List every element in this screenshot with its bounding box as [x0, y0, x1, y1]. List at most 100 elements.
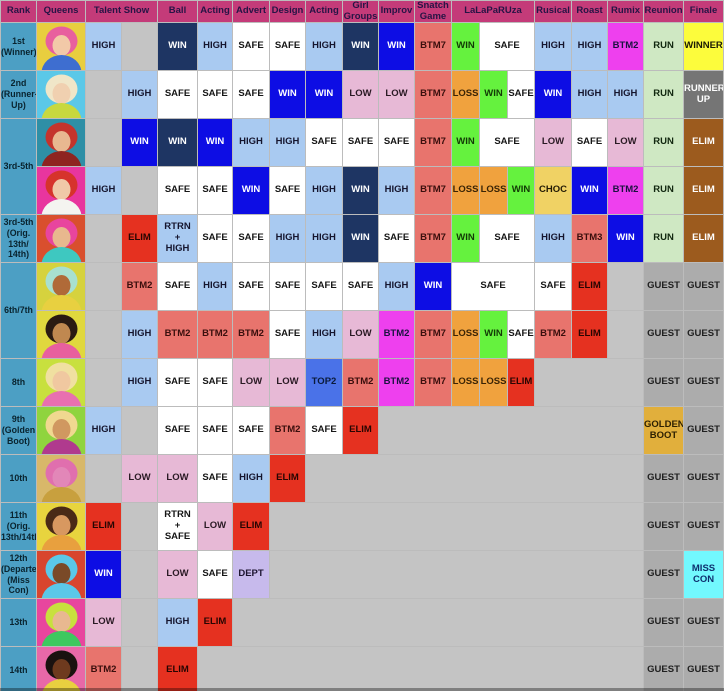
result-cell: GUEST [683, 454, 724, 503]
result-cell: SAFE [534, 262, 573, 311]
result-cell: WIN [479, 70, 508, 119]
empty-cell [85, 262, 122, 311]
result-cell: DEPT [232, 550, 270, 599]
result-cell: SAFE [197, 70, 233, 119]
queen-avatar-icon [37, 551, 85, 598]
result-cell: SAFE [378, 118, 415, 167]
result-cell: BTM2 [121, 262, 158, 311]
result-cell: SAFE [157, 406, 198, 455]
result-cell: HIGH [269, 118, 306, 167]
result-cell: BTM7 [414, 358, 452, 407]
result-cell: HIGH [85, 166, 122, 215]
result-cell: BTM2 [85, 646, 122, 691]
result-cell: SAFE [157, 70, 198, 119]
result-cell: GUEST [643, 358, 685, 407]
result-cell: ELIM [342, 406, 379, 455]
result-cell: SAFE [157, 262, 198, 311]
result-cell: RTRN + SAFE [157, 502, 198, 551]
result-cell: BTM2 [157, 310, 198, 359]
empty-cell [607, 310, 645, 359]
result-cell: WIN [342, 22, 379, 71]
result-cell: HIGH [157, 598, 198, 647]
result-cell: LOW [157, 550, 198, 599]
queen-photo [36, 358, 86, 407]
result-cell: BTM2 [607, 22, 645, 71]
result-cell: HIGH [534, 22, 573, 71]
column-header: Finale [683, 0, 724, 23]
result-cell: SAFE [506, 70, 536, 119]
rank-cell: 3rd-5th [0, 118, 37, 215]
column-header: Snatch Game [414, 0, 452, 23]
result-cell: SAFE [157, 358, 198, 407]
result-cell: HIGH [232, 118, 270, 167]
empty-cell [304, 454, 645, 503]
queen-photo [36, 22, 86, 71]
result-cell: HIGH [232, 454, 270, 503]
result-cell: BTM7 [414, 310, 452, 359]
result-cell: RUN [643, 70, 685, 119]
queen-avatar-icon [37, 215, 85, 262]
queen-photo [36, 406, 86, 455]
result-cell: SAFE [269, 310, 306, 359]
empty-cell [85, 310, 122, 359]
column-header: Queens [36, 0, 86, 23]
result-cell: HIGH [378, 166, 415, 215]
result-cell: HIGH [305, 22, 343, 71]
result-cell: GUEST [643, 550, 685, 599]
queen-photo [36, 646, 86, 691]
result-cell: HIGH [197, 262, 233, 311]
rank-cell: 8th [0, 358, 37, 407]
result-cell: RUN [643, 166, 685, 215]
result-cell: RUN [643, 22, 685, 71]
result-cell: ELIM [157, 646, 198, 691]
result-cell: GUEST [683, 502, 724, 551]
result-cell: BTM7 [414, 166, 452, 215]
result-cell: WIN [342, 166, 379, 215]
result-cell: RUN [643, 118, 685, 167]
rank-cell: 12th (Departed) (Miss Con) [0, 550, 37, 599]
result-cell: BTM7 [414, 70, 452, 119]
column-header: LaLaPaRUza [450, 0, 536, 23]
result-cell: GUEST [683, 406, 724, 455]
result-cell: HIGH [305, 310, 343, 359]
result-cell: WIN [121, 118, 158, 167]
column-header: Reunion [643, 0, 685, 23]
queen-avatar-icon [37, 359, 85, 406]
result-cell: ELIM [683, 166, 724, 215]
queen-photo [36, 502, 86, 551]
result-cell: LOW [342, 310, 379, 359]
queen-photo [36, 550, 86, 599]
result-cell: HIGH [197, 22, 233, 71]
result-cell: LOW [607, 118, 645, 167]
result-cell: HIGH [378, 262, 415, 311]
result-cell: WIN [85, 550, 122, 599]
result-cell: SAFE [232, 406, 270, 455]
empty-cell [121, 550, 158, 599]
result-cell: LOSS [479, 358, 508, 407]
result-cell: LOW [342, 70, 379, 119]
result-cell: LOW [197, 502, 233, 551]
rank-cell: 14th [0, 646, 37, 691]
result-cell: ELIM [571, 262, 609, 311]
result-cell: GUEST [643, 454, 685, 503]
result-cell: HIGH [121, 358, 158, 407]
queen-photo [36, 454, 86, 503]
result-cell: LOSS [451, 310, 480, 359]
result-cell: ELIM [683, 118, 724, 167]
column-header: Girl Groups [342, 0, 379, 23]
queen-avatar-icon [37, 311, 85, 358]
result-cell: GOLDEN BOOT [643, 406, 685, 455]
result-cell: WIN [232, 166, 270, 215]
result-cell: SAFE [342, 262, 379, 311]
result-cell: ELIM [232, 502, 270, 551]
empty-cell [268, 550, 645, 599]
result-cell: WIN [342, 214, 379, 263]
queen-avatar-icon [37, 23, 85, 70]
result-cell: GUEST [643, 262, 685, 311]
result-cell: WIN [451, 22, 480, 71]
queen-avatar-icon [37, 407, 85, 454]
result-cell: WIN [305, 70, 343, 119]
result-cell: SAFE [157, 166, 198, 215]
result-cell: SAFE [450, 262, 536, 311]
result-cell: ELIM [683, 214, 724, 263]
